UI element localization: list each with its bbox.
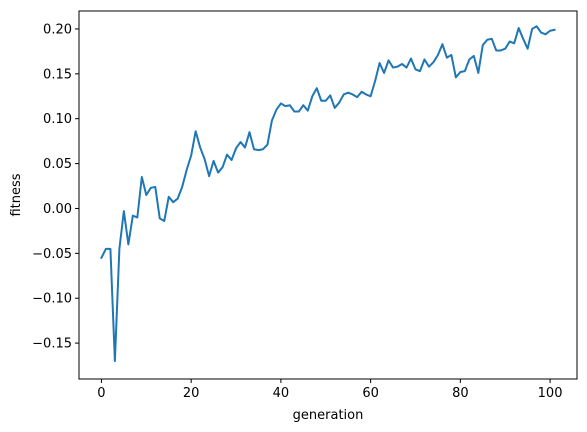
x-tick-label: 20 bbox=[183, 386, 200, 401]
y-tick-label: 0.20 bbox=[43, 22, 72, 37]
x-tick-label: 80 bbox=[452, 386, 469, 401]
y-tick-label: −0.15 bbox=[32, 337, 72, 352]
y-tick-label: 0.00 bbox=[43, 202, 72, 217]
x-tick-label: 60 bbox=[362, 386, 379, 401]
plot-frame bbox=[78, 10, 578, 380]
x-axis-label: generation bbox=[293, 408, 364, 423]
x-tick-label: 100 bbox=[538, 386, 563, 401]
y-tick-label: 0.15 bbox=[43, 67, 72, 82]
series-layer bbox=[100, 25, 556, 363]
y-tick-label: 0.05 bbox=[43, 157, 72, 172]
y-tick-label: 0.10 bbox=[43, 112, 72, 127]
y-tick-label: −0.05 bbox=[32, 247, 72, 262]
plot-area bbox=[79, 11, 577, 379]
x-tick-label: 40 bbox=[273, 386, 290, 401]
y-axis-ticks: −0.15 −0.10 −0.05 0.00 0.05 0.10 0.15 0.20 bbox=[32, 22, 79, 352]
x-tick-label: 0 bbox=[97, 386, 105, 401]
y-axis-label: fitness bbox=[9, 173, 24, 216]
x-axis-ticks: 0 20 40 60 80 100 bbox=[97, 379, 562, 401]
y-tick-label: −0.10 bbox=[32, 292, 72, 307]
series-line bbox=[100, 25, 556, 363]
